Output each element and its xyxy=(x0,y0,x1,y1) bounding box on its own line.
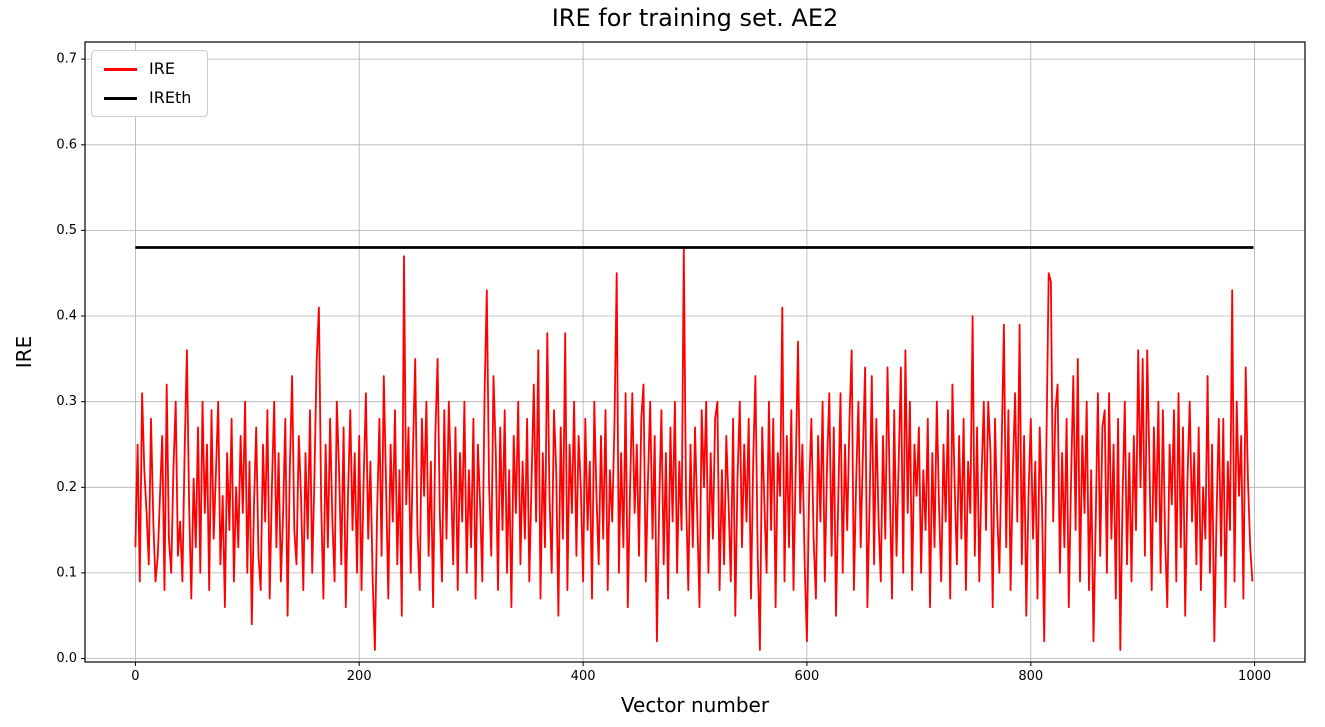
svg-text:0.3: 0.3 xyxy=(56,394,77,409)
y-axis-label: IRE xyxy=(12,335,36,369)
chart-title: IRE for training set. AE2 xyxy=(551,4,839,32)
svg-text:0.1: 0.1 xyxy=(56,565,77,580)
plot-border xyxy=(84,41,1306,663)
legend-entry-ire: IRE xyxy=(104,61,191,77)
svg-text:0.0: 0.0 xyxy=(56,651,77,666)
legend-label-ireth: IREth xyxy=(149,88,192,107)
ire-series-line xyxy=(134,246,1254,651)
ireth-line-swatch xyxy=(104,96,137,100)
svg-text:1000: 1000 xyxy=(1238,669,1271,684)
svg-text:600: 600 xyxy=(794,669,819,684)
svg-text:0: 0 xyxy=(131,669,139,684)
legend: IRE IREth xyxy=(91,50,209,117)
y-tick-labels: 0.0 0.1 0.2 0.3 0.4 0.5 0.6 0.7 xyxy=(56,52,85,666)
x-axis-label: Vector number xyxy=(620,693,770,717)
svg-text:0.7: 0.7 xyxy=(56,52,77,67)
svg-text:200: 200 xyxy=(347,669,372,684)
svg-text:800: 800 xyxy=(1018,669,1043,684)
svg-text:400: 400 xyxy=(571,669,596,684)
svg-text:0.6: 0.6 xyxy=(56,137,77,152)
svg-text:0.4: 0.4 xyxy=(56,309,77,324)
svg-text:0.2: 0.2 xyxy=(56,480,77,495)
legend-entry-ireth: IREth xyxy=(104,90,191,106)
grid-lines xyxy=(85,42,1305,662)
ire-line-swatch xyxy=(104,67,137,71)
x-tick-labels: 0 200 400 600 800 1000 xyxy=(131,662,1271,684)
legend-label-ire: IRE xyxy=(149,59,175,78)
svg-text:0.5: 0.5 xyxy=(56,223,77,238)
